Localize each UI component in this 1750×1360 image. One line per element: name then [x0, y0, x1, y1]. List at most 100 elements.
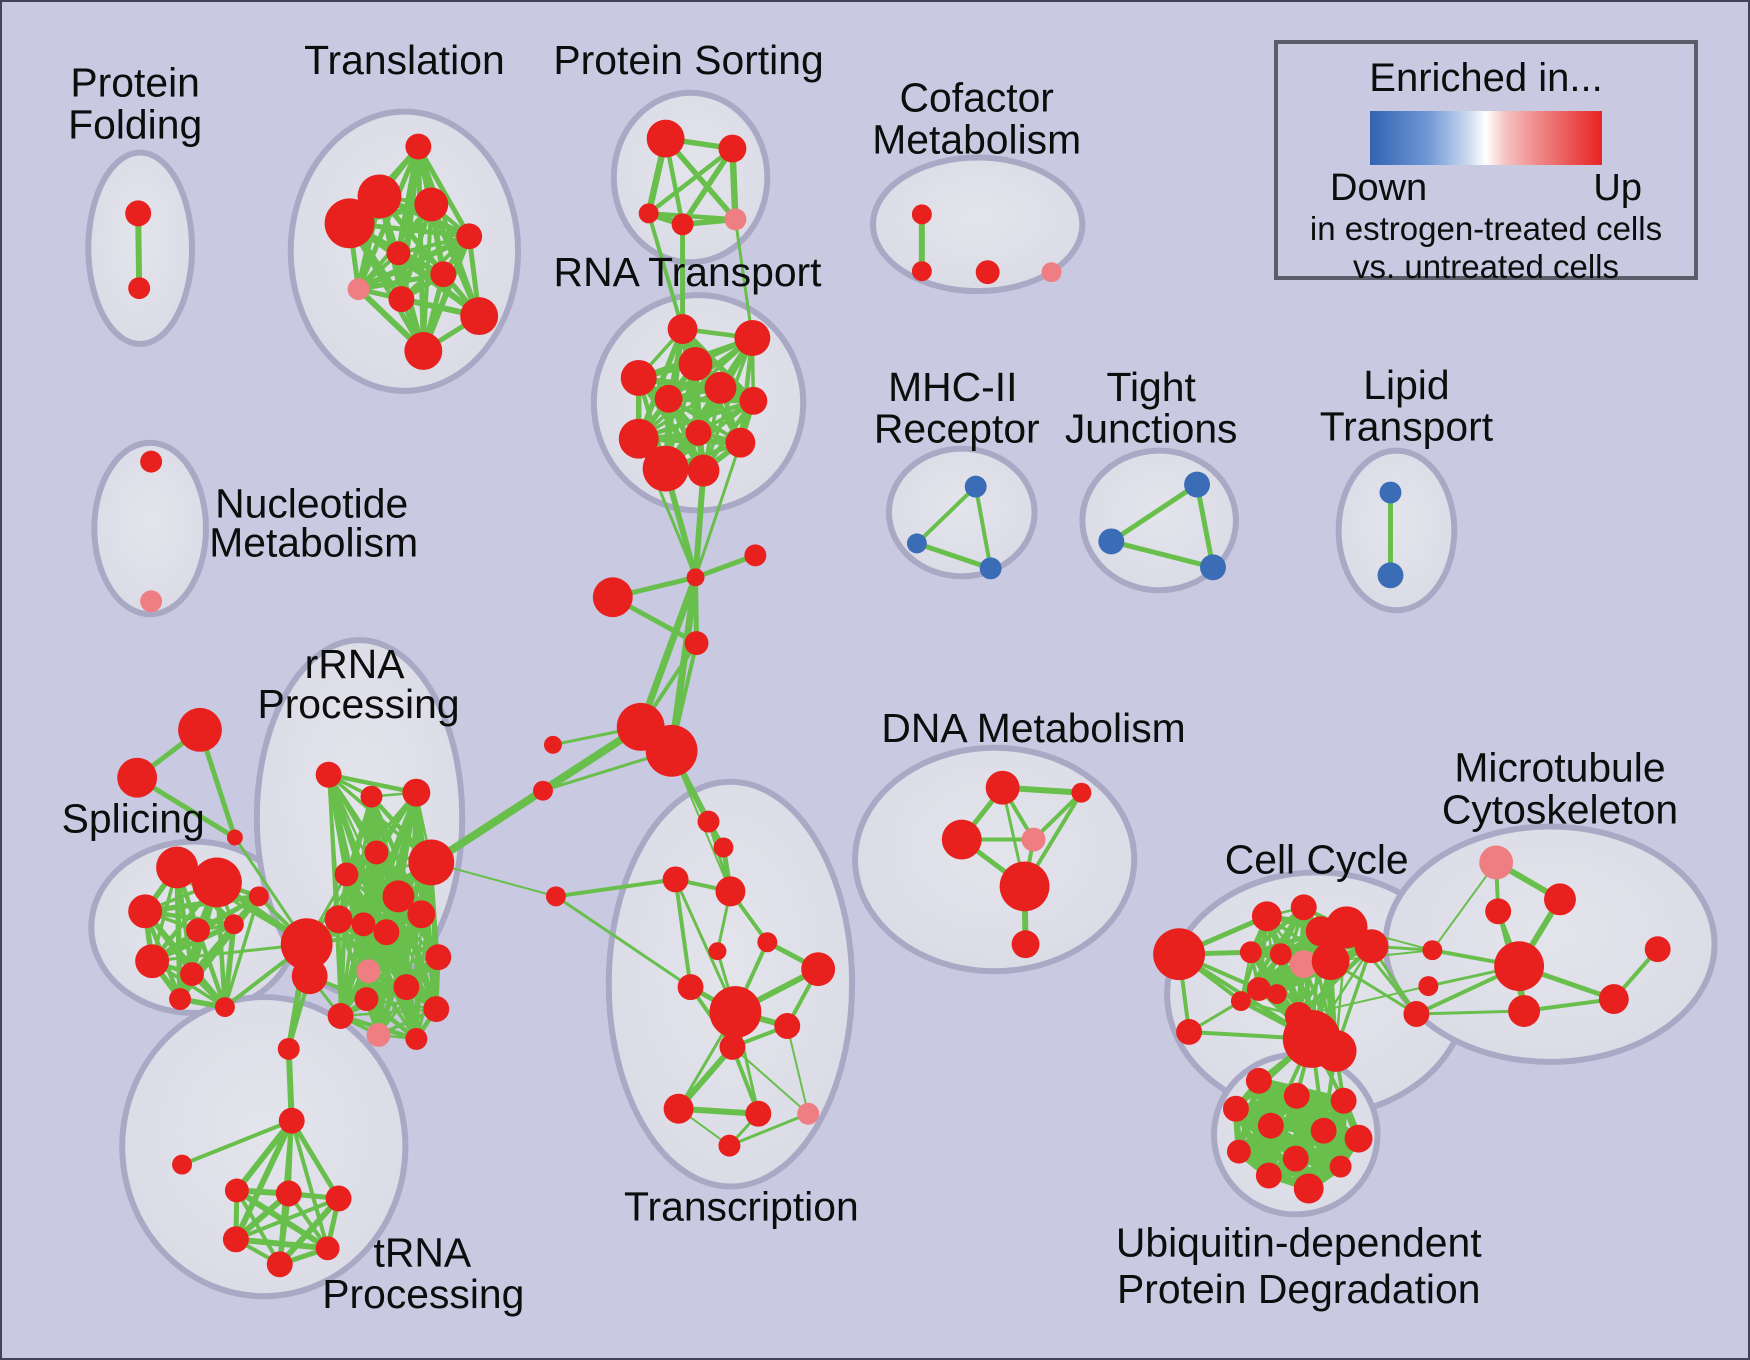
protein-sorting-gene-set-node — [638, 203, 659, 224]
dna-metabolism-gene-set-node — [1011, 930, 1040, 959]
cell-cycle-gene-set-node — [1403, 1001, 1430, 1027]
tight-junctions-label: Tight — [1107, 364, 1197, 410]
rna-transport-gene-set-node — [618, 418, 659, 459]
rna-transport-gene-set-node — [678, 346, 713, 381]
translation-edge — [356, 271, 446, 292]
hub-gene-set-node — [645, 724, 698, 777]
rrna-processing-gene-set-node — [364, 840, 389, 865]
lipid-transport-label: Lipid — [1363, 362, 1449, 408]
trna-processing-edge — [232, 1117, 295, 1243]
rrna-processing-gene-set-node — [327, 1003, 354, 1029]
rna-transport-gene-set-node — [654, 384, 683, 413]
cell-cycle-gene-set-node — [1266, 984, 1287, 1005]
legend-caption-line2: vs. untreated cells — [1353, 248, 1619, 285]
legend: Enriched in... Down Up in estrogen-treat… — [1274, 40, 1698, 285]
trna-processing-label: tRNA — [374, 1229, 472, 1275]
dna-metabolism-gene-set-node — [1021, 827, 1046, 852]
legend-gradient-bar — [1370, 111, 1602, 165]
transcription-label: Transcription — [624, 1183, 859, 1229]
lipid-transport-gene-set-node — [1377, 562, 1404, 589]
splicing-gene-set-node — [192, 857, 242, 908]
ubiquitin-degradation-gene-set-node — [1255, 1162, 1282, 1189]
splicing-gene-set-node — [169, 988, 192, 1011]
ubiquitin-degradation-gene-set-node — [1310, 1117, 1337, 1144]
cell-cycle-gene-set-node — [1251, 901, 1282, 932]
trna-processing-gene-set-node — [275, 1180, 302, 1207]
trna-processing-edge — [233, 1196, 341, 1242]
dna-metabolism-gene-set-node — [985, 770, 1020, 805]
translation-edge — [415, 144, 472, 239]
rna-transport-edge — [636, 398, 756, 441]
ubiquitin-degradation-gene-set-node — [1329, 1155, 1352, 1178]
mhc-ii-receptor-edge — [973, 484, 993, 571]
rrna-processing-gene-set-node — [373, 919, 400, 946]
trna-processing-gene-set-node — [325, 1185, 352, 1212]
trna-processing-edge — [233, 1117, 295, 1194]
cell-cycle-gene-set-node — [1314, 1029, 1357, 1072]
legend-down-label: Down — [1330, 167, 1428, 209]
splicing-gene-set-node — [156, 846, 198, 889]
rrna-processing-label: rRNA — [305, 641, 406, 687]
translation-gene-set-node — [386, 241, 411, 266]
transcription-edge — [727, 1112, 810, 1148]
trna-processing-edge — [180, 1118, 294, 1167]
ubiquitin-degradation-gene-set-node — [1344, 1124, 1373, 1153]
hub-gene-set-node — [226, 829, 243, 846]
transcription-gene-set-node — [718, 1134, 741, 1157]
rrna-processing-gene-set-node — [315, 761, 342, 788]
splicing-edge — [195, 928, 228, 1010]
cell-cycle-gene-set-node — [1311, 942, 1350, 981]
protein-folding-label: Protein — [70, 60, 199, 106]
nucleotide-metabolism-label: Nucleotide — [215, 480, 408, 526]
tight-junctions-edge — [1108, 482, 1200, 544]
nodes-layer — [117, 119, 1671, 1278]
trna-processing-edge — [276, 1195, 342, 1268]
hub-gene-set-node — [533, 780, 553, 801]
rrna-processing-gene-set-node — [334, 862, 359, 887]
trna-processing-gene-set-node — [172, 1154, 193, 1175]
transcription-edge — [731, 1045, 810, 1115]
rrna-processing-gene-set-node — [360, 785, 383, 808]
hub-gene-set-node — [592, 577, 633, 618]
mhc-ii-receptor-edge — [914, 484, 978, 546]
microtubule-cytoskeleton-label: Cytoskeleton — [1442, 787, 1678, 833]
translation-gene-set-node — [405, 133, 432, 160]
splicing-gene-set-node — [180, 962, 204, 987]
trna-processing-gene-set-node — [315, 1236, 340, 1261]
rrna-processing-gene-set-node — [407, 900, 436, 929]
translation-gene-set-node — [460, 297, 499, 336]
protein-folding-gene-set-node — [128, 277, 151, 300]
cofactor-metabolism-gene-set-node — [911, 204, 932, 225]
rrna-processing-gene-set-node — [382, 880, 415, 913]
rrna-processing-edge — [367, 969, 418, 1041]
transcription-gene-set-node — [715, 876, 746, 907]
transcription-gene-set-node — [677, 974, 704, 1001]
ubiquitin-degradation-label: Protein Degradation — [1117, 1266, 1480, 1312]
cell-cycle-gene-set-node — [1289, 950, 1318, 979]
inter-cluster-edge — [553, 877, 678, 899]
cell-cycle-gene-set-node — [1354, 929, 1389, 964]
rna-transport-gene-set-node — [620, 359, 657, 396]
rrna-processing-gene-set-node — [423, 996, 450, 1022]
rrna-processing-edge — [376, 930, 389, 1037]
rrna-processing-gene-set-node — [393, 974, 420, 1001]
mhc-ii-receptor-gene-set-node — [979, 557, 1002, 580]
transcription-gene-set-node — [719, 1033, 746, 1060]
microtubule-cytoskeleton-gene-set-node — [1418, 976, 1439, 997]
trna-processing-gene-set-node — [224, 1178, 249, 1203]
trna-processing-edge — [232, 1236, 331, 1252]
splicing-edge — [222, 921, 237, 1010]
rna-transport-gene-set-node — [704, 371, 737, 404]
transcription-edge — [786, 1024, 810, 1115]
microtubule-cytoskeleton-edge — [1431, 861, 1498, 952]
microtubule-cytoskeleton-gene-set-node — [1422, 940, 1443, 961]
protein-sorting-label: Protein Sorting — [553, 37, 823, 83]
protein-sorting-gene-set-node — [671, 213, 694, 236]
splicing-gene-set-node — [248, 886, 269, 907]
trna-processing-gene-set-node — [266, 1251, 293, 1278]
legend-title: Enriched in... — [1369, 56, 1603, 100]
transcription-edge — [673, 877, 693, 990]
ubiquitin-degradation-gene-set-node — [1283, 1082, 1310, 1109]
protein-sorting-edge — [679, 145, 736, 228]
